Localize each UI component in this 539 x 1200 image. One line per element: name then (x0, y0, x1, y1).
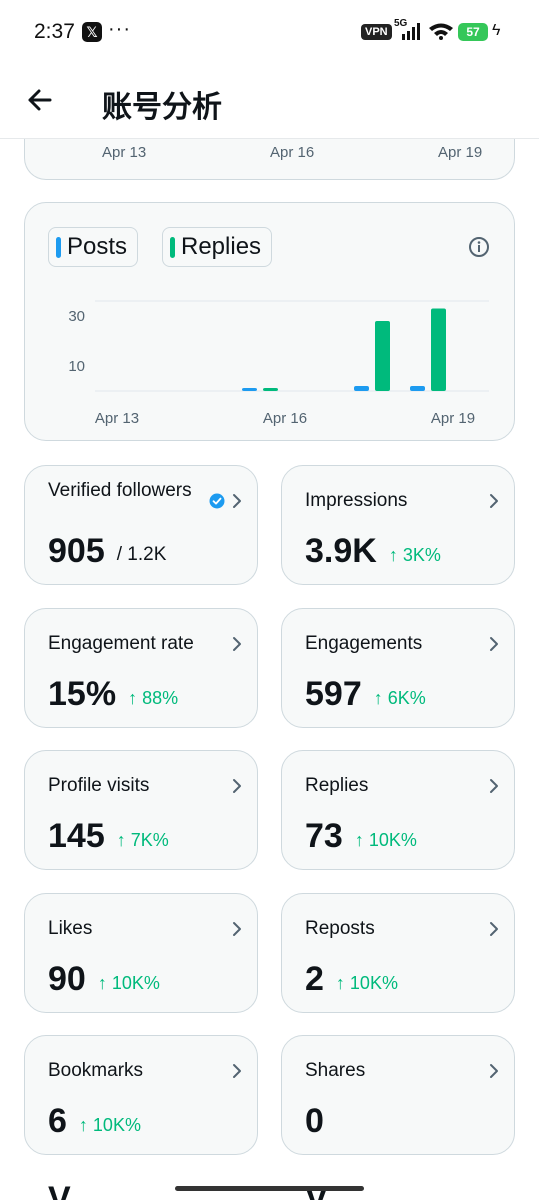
metric-change: ↑ 10K% (354, 830, 417, 850)
metric-label: Bookmarks (48, 1060, 144, 1081)
status-time: 2:37 (34, 20, 75, 43)
metric-label: Likes (48, 918, 93, 939)
metric-card-replies[interactable]: Replies 73 ↑ 10K% (281, 750, 515, 870)
metric-label: Engagements (305, 633, 423, 654)
x-tick-label: Apr 13 (102, 144, 147, 161)
bar-replies-5[interactable] (431, 308, 446, 392)
metric-value: 3.9K (305, 532, 377, 570)
x-tick-label: Apr 19 (438, 144, 483, 161)
x-tick-label: Apr 13 (95, 410, 139, 427)
status-bar: 2:37 𝕏 ··· VPN 5G 57 ϟ (0, 0, 539, 64)
metric-label: Shares (305, 1060, 366, 1081)
chevron-right-icon (233, 779, 241, 793)
metric-change: ↑ 3K% (388, 545, 441, 565)
back-arrow-icon[interactable] (24, 84, 56, 116)
metric-value: 597 (305, 675, 362, 713)
app-header: 账号分析 (0, 64, 539, 139)
metric-label: Engagement rate (48, 633, 194, 654)
metric-label: Replies (305, 775, 369, 796)
legend-label: Replies (181, 233, 262, 260)
metric-change: ↑ 10K% (78, 1115, 141, 1135)
charging-icon: ϟ (492, 22, 501, 39)
chevron-right-icon (490, 1064, 498, 1078)
metric-value: 6 (48, 1102, 67, 1140)
y-tick-label: 10 (68, 358, 85, 375)
verified-badge-icon (209, 493, 225, 509)
legend-swatch (56, 237, 61, 258)
partial-value: V (48, 1180, 71, 1200)
bar-posts-4[interactable] (354, 386, 369, 391)
metric-card-reposts[interactable]: Reposts 2 ↑ 10K% (281, 893, 515, 1013)
wifi-icon (429, 23, 453, 40)
metric-card-shares[interactable]: Shares 0 (281, 1035, 515, 1155)
x-tick-label: Apr 16 (270, 144, 315, 161)
bar-replies-2[interactable] (263, 388, 278, 391)
metric-card-likes[interactable]: Likes 90 ↑ 10K% (24, 893, 258, 1013)
legend-label: Posts (67, 233, 128, 260)
chevron-right-icon (490, 637, 498, 651)
metric-label: Impressions (305, 490, 408, 511)
metric-value: 2 (305, 960, 324, 998)
bar-chart: 30 10 Apr 13 Apr 16 Apr 19 (68, 300, 489, 427)
chevron-right-icon (233, 494, 241, 508)
y-tick-label: 30 (68, 308, 85, 325)
metric-value: 905 (48, 532, 105, 570)
page-title: 账号分析 (102, 91, 222, 124)
x-logo-icon: 𝕏 (82, 22, 102, 42)
chevron-right-icon (233, 922, 241, 936)
vpn-badge: VPN (361, 24, 392, 40)
metric-card-engagement-rate[interactable]: Engagement rate 15% ↑ 88% (24, 608, 258, 728)
chevron-right-icon (490, 779, 498, 793)
metric-value: 90 (48, 960, 86, 998)
metric-card-verified-followers[interactable]: Verified followers 905 / 1.2K (24, 465, 258, 585)
metric-label: Profile visits (48, 775, 150, 796)
metric-label: Verified followers (48, 480, 192, 501)
metric-card-profile-visits[interactable]: Profile visits 145 ↑ 7K% (24, 750, 258, 870)
legend-posts[interactable]: Posts (48, 227, 138, 267)
chevron-right-icon (490, 494, 498, 508)
metric-change: ↑ 6K% (373, 688, 426, 708)
x-tick-label: Apr 19 (431, 410, 475, 427)
legend-swatch (170, 237, 175, 258)
metric-value: 0 (305, 1102, 324, 1140)
home-indicator[interactable] (175, 1186, 364, 1191)
posts-replies-chart-card: Posts Replies 30 10 Apr 13 Apr 16 Apr 19 (24, 202, 515, 441)
bar-posts-2[interactable] (242, 388, 257, 391)
metric-change: ↑ 88% (128, 688, 179, 708)
metric-card-bookmarks[interactable]: Bookmarks 6 ↑ 10K% (24, 1035, 258, 1155)
bar-replies-4[interactable] (375, 321, 390, 391)
metric-sub-value: / 1.2K (116, 544, 167, 565)
x-tick-label: Apr 16 (263, 410, 307, 427)
metric-value: 15% (48, 675, 117, 713)
metric-change: ↑ 10K% (97, 973, 160, 993)
network-type: 5G (394, 18, 408, 29)
metric-label: Reposts (305, 918, 375, 939)
metric-value: 145 (48, 817, 105, 855)
chevron-right-icon (233, 1064, 241, 1078)
metric-card-impressions[interactable]: Impressions 3.9K ↑ 3K% (281, 465, 515, 585)
legend-replies[interactable]: Replies (162, 227, 272, 267)
info-icon[interactable] (468, 236, 490, 258)
battery-icon: 57 (458, 23, 488, 41)
bar-posts-5[interactable] (410, 386, 425, 391)
signal-icon (402, 23, 420, 40)
metric-change: ↑ 10K% (335, 973, 398, 993)
metric-value: 73 (305, 817, 343, 855)
chevron-right-icon (490, 922, 498, 936)
metric-card-engagements[interactable]: Engagements 597 ↑ 6K% (281, 608, 515, 728)
chevron-right-icon (233, 637, 241, 651)
metric-change: ↑ 7K% (116, 830, 169, 850)
notification-more: ··· (108, 18, 131, 40)
